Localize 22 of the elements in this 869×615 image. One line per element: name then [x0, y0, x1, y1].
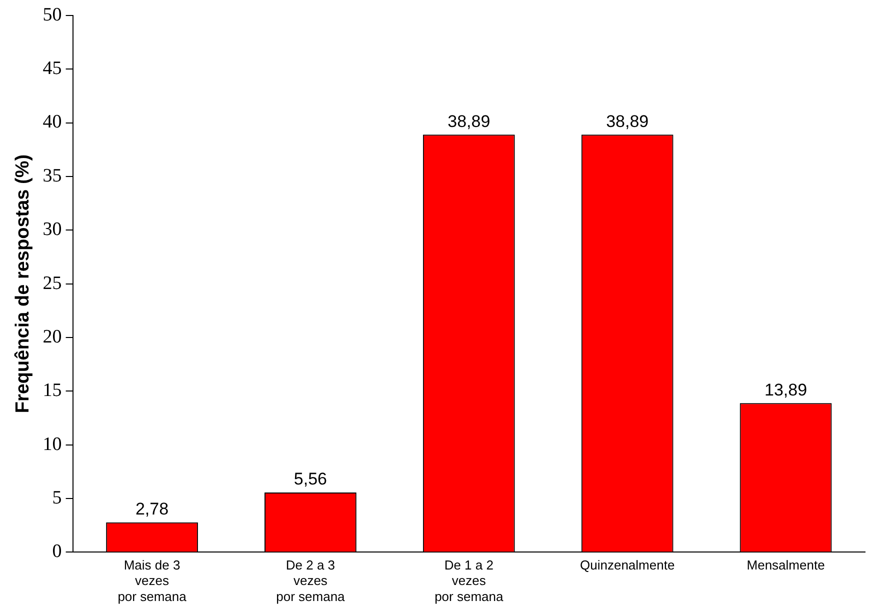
- y-tick-label: 50: [42, 4, 62, 26]
- y-tick-label: 45: [42, 58, 62, 80]
- y-tick-label: 10: [42, 434, 62, 455]
- data-label: 13,89: [764, 380, 808, 400]
- y-tick-label: 5: [52, 488, 62, 509]
- y-axis-title: Frequência de respostas (%): [12, 154, 34, 414]
- x-tick-label: De 1 a 2 vezes por semana: [434, 558, 504, 604]
- x-tick-label: Mensalmente: [746, 558, 825, 573]
- y-tick-label: 40: [42, 112, 62, 133]
- data-label: 2,78: [135, 500, 169, 519]
- x-tick-label: De 2 a 3 vezes por semana: [276, 558, 346, 604]
- y-tick-label: 25: [42, 272, 62, 294]
- data-label: 38,89: [448, 112, 490, 131]
- y-tick-label: 0: [52, 541, 62, 562]
- x-tick-label: Mais de 3 vezes por semana: [118, 558, 188, 604]
- y-tick-label: 15: [42, 380, 62, 402]
- y-tick-label: 35: [42, 165, 62, 186]
- data-label: 38,89: [606, 112, 649, 131]
- x-tick-label: Quinzenalmente: [580, 558, 675, 573]
- data-label: 5,56: [294, 470, 328, 489]
- y-tick-label: 20: [42, 326, 62, 348]
- y-tick-label: 30: [42, 219, 62, 240]
